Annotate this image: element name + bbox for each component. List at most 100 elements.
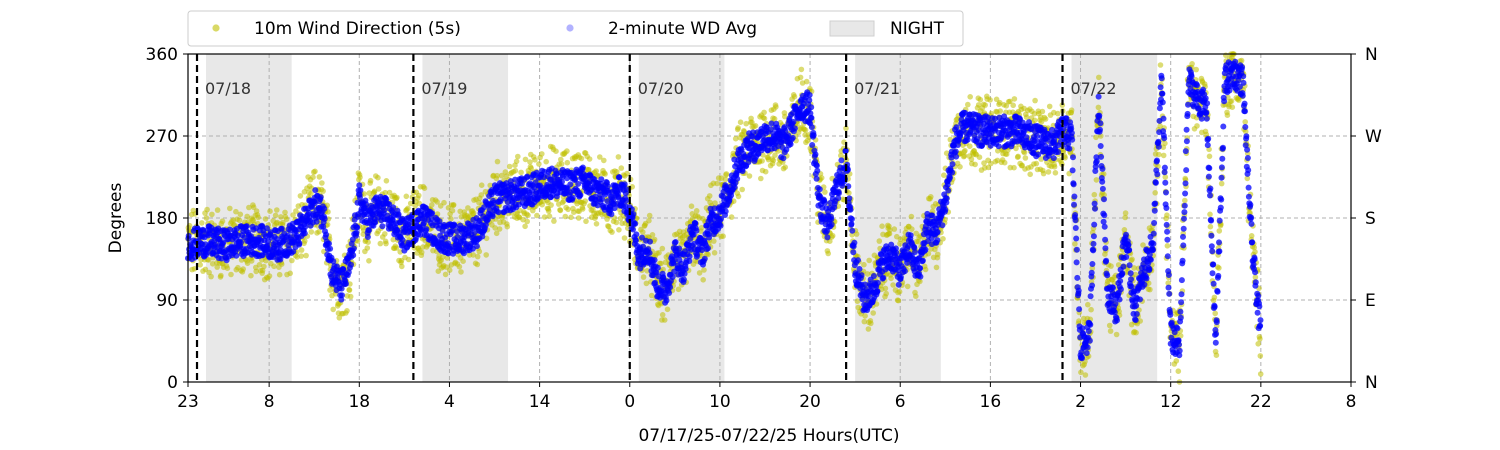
point-wind-5s [383,178,390,184]
point-wind-5s [646,212,653,219]
point-wind-5s [773,104,779,110]
point-wind-5s [976,154,983,160]
point-wd-avg [944,181,951,188]
point-wd-avg [504,199,511,206]
point-wind-5s [908,213,915,220]
point-wind-5s [675,286,682,293]
point-wind-5s [977,96,984,103]
point-wd-avg [357,187,364,194]
point-wd-avg [880,274,887,281]
point-wind-5s [403,193,410,200]
point-wind-5s [723,171,730,177]
point-wd-avg [855,257,861,264]
point-wd-avg [893,249,900,256]
point-wd-avg [790,118,797,125]
point-wind-5s [219,218,226,224]
point-wd-avg [934,229,941,235]
point-wind-5s [539,151,545,157]
point-wind-5s [377,240,384,247]
point-wind-5s [564,148,570,154]
point-wd-avg [630,226,636,233]
point-wd-avg [676,245,683,252]
point-wind-5s [1106,322,1113,329]
point-wind-5s [720,233,726,239]
point-wind-5s [791,93,798,100]
point-wind-5s [586,156,593,162]
point-wd-avg [870,273,877,279]
point-wind-5s [962,147,968,154]
point-wind-5s [416,192,422,199]
point-wd-avg [633,231,640,238]
point-wd-avg [835,195,842,202]
point-wind-5s [407,200,414,207]
point-wd-avg [838,157,845,164]
point-wind-5s [575,215,582,221]
point-wd-avg [290,248,297,255]
point-wind-5s [601,157,607,164]
point-wd-avg [640,243,647,250]
point-wind-5s [498,172,505,179]
point-wind-5s [1038,118,1045,125]
point-wind-5s [1242,119,1248,125]
point-wind-5s [909,226,915,232]
point-wind-5s [298,247,305,253]
point-wind-5s [253,268,259,275]
point-wd-avg [512,176,519,183]
point-wd-avg [495,209,502,216]
point-wind-5s [1076,318,1082,324]
point-wd-avg [861,281,868,288]
series-wd-avg [185,58,1264,362]
data-series [185,51,1264,385]
point-wd-avg [363,201,370,208]
point-wind-5s [922,266,929,273]
point-wind-5s [659,245,666,252]
point-wd-avg [395,211,402,218]
point-wind-5s [528,165,534,171]
point-wind-5s [593,168,599,174]
point-wd-avg [929,212,936,219]
point-wind-5s [648,292,655,299]
point-wd-avg [901,268,908,275]
point-wd-avg [809,142,816,148]
point-wind-5s [478,192,485,198]
point-wind-5s [658,260,664,267]
point-wind-5s [593,221,600,227]
point-wd-avg [850,249,857,256]
point-wind-5s [310,174,316,180]
point-wind-5s [1182,197,1188,204]
point-wd-avg [953,124,960,131]
point-wind-5s [446,267,453,274]
point-wind-5s [864,271,871,277]
point-wind-5s [280,219,286,226]
point-wind-5s [274,207,280,213]
point-wd-avg [686,258,693,264]
point-wind-5s [706,193,713,199]
point-wd-avg [381,207,388,214]
point-wind-5s [730,198,737,204]
point-wind-5s [1031,111,1038,117]
point-wind-5s [1137,318,1143,324]
point-wind-5s [1189,61,1195,67]
point-wd-avg [489,213,496,220]
point-wind-5s [393,245,400,251]
point-wd-avg [445,250,452,257]
point-wd-avg [813,175,820,182]
point-wind-5s [1093,134,1099,141]
point-wind-5s [1085,301,1091,308]
point-wind-5s [518,169,524,176]
point-wind-5s [1140,242,1146,248]
point-wind-5s [913,230,919,237]
point-wind-5s [1248,233,1255,239]
point-wind-5s [701,267,707,273]
point-wind-5s [1052,170,1059,176]
point-wd-avg [791,125,798,132]
point-wind-5s [319,180,325,186]
point-wind-5s [1122,210,1129,216]
point-wind-5s [1194,123,1200,129]
point-wind-5s [829,232,836,239]
point-wd-avg [718,215,724,222]
point-wd-avg [372,219,379,226]
point-wind-5s [236,217,243,224]
point-wind-5s [868,320,874,327]
